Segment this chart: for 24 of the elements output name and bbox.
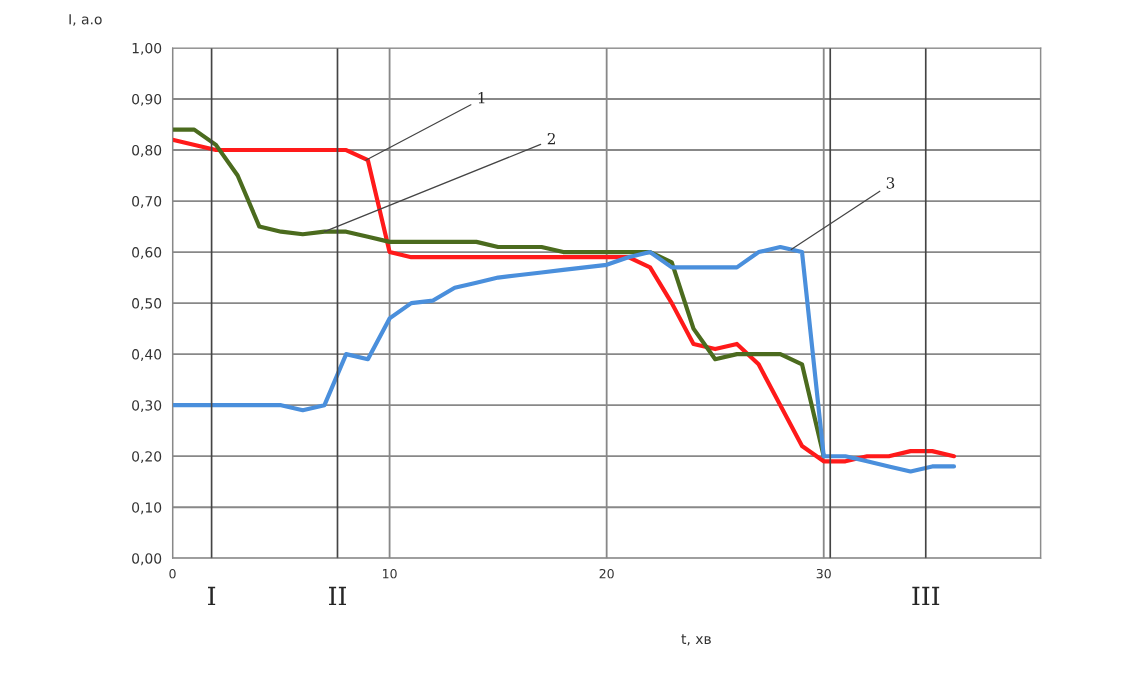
ref-line-label: III	[912, 586, 940, 606]
annotation: 1	[478, 91, 485, 104]
y-tick-label: 0,60	[132, 247, 162, 259]
x-tick-label: 30	[816, 568, 831, 579]
ref-line-label: I	[208, 586, 216, 606]
y-tick-label: 0,20	[132, 451, 162, 464]
line-series	[172, 244, 957, 474]
y-tick-label: 1,00	[132, 42, 162, 55]
ref-line-label: II	[329, 586, 346, 606]
y-tick-label: 0,50	[132, 298, 162, 310]
x-axis-title: t, хв	[681, 634, 711, 646]
y-tick-label: 0,00	[132, 553, 162, 566]
y-tick-label: 0,80	[132, 144, 162, 157]
x-tick-label: 0	[169, 568, 176, 579]
x-tick-label: 10	[383, 568, 397, 579]
y-tick-label: 0,30	[132, 400, 162, 413]
y-tick-label: 0,70	[132, 196, 162, 208]
x-tick-label: 20	[599, 568, 614, 579]
annotation: 2	[547, 132, 555, 145]
y-axis-title: I, a.o	[69, 14, 102, 26]
y-tick-label: 0,40	[132, 349, 162, 362]
y-tick-label: 0,90	[132, 93, 162, 106]
annotation: 3	[886, 177, 895, 189]
y-tick-label: 0,10	[132, 502, 162, 515]
